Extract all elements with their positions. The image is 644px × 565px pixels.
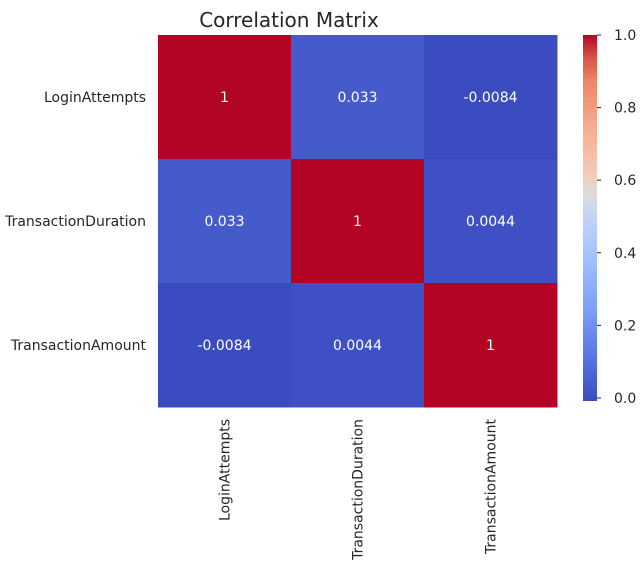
cell-value-label: -0.0084 — [197, 338, 251, 354]
heatmap-cell — [291, 283, 425, 408]
heatmap-cell — [158, 283, 292, 408]
x-tick-label: LoginAttempts — [218, 419, 234, 521]
cell-value-label: -0.0084 — [463, 90, 517, 106]
y-axis-tick-labels: LoginAttempts TransactionDuration Transact… — [4, 90, 146, 354]
heatmap-cells: 1 0.033 -0.0084 0.033 1 0.0044 -0.0084 0.0044 1 — [158, 35, 558, 408]
heatmap-cell — [158, 159, 292, 284]
x-tick-label: TransactionDuration — [351, 419, 367, 561]
y-tick-label: TransactionAmount — [10, 338, 147, 354]
heatmap-cell — [291, 159, 425, 284]
colorbar-tick-label: 0.4 — [614, 246, 636, 262]
cell-value-label: 0.033 — [204, 214, 244, 230]
cell-value-label: 0.033 — [337, 90, 377, 106]
heatmap-cell — [424, 35, 558, 160]
colorbar-ticks: 0.0 0.2 0.4 0.6 0.8 1.0 — [597, 28, 636, 407]
heatmap-cell — [424, 283, 558, 408]
heatmap-cell — [291, 35, 425, 160]
chart-title: Correlation Matrix — [199, 8, 379, 32]
cell-value-label: 0.0044 — [333, 338, 382, 354]
cell-value-label: 1 — [353, 214, 362, 230]
heatmap-cell — [424, 159, 558, 284]
colorbar-tick-label: 0.8 — [614, 101, 636, 117]
cell-value-label: 1 — [486, 338, 495, 354]
colorbar-tick-label: 0.2 — [614, 318, 636, 334]
heatmap-cell — [158, 35, 292, 160]
y-tick-label: TransactionDuration — [4, 214, 146, 230]
colorbar-gradient — [583, 35, 597, 401]
y-tick-label: LoginAttempts — [44, 90, 146, 106]
colorbar-tick-label: 0.0 — [614, 391, 636, 407]
cell-value-label: 1 — [220, 90, 229, 106]
colorbar-tick-label: 0.6 — [614, 173, 636, 189]
colorbar: 0.0 0.2 0.4 0.6 0.8 1.0 — [583, 28, 636, 407]
colorbar-tick-label: 1.0 — [614, 28, 636, 44]
x-tick-label: TransactionAmount — [484, 418, 500, 555]
x-axis-tick-labels: LoginAttempts TransactionDuration Transact… — [218, 418, 500, 560]
cell-value-label: 0.0044 — [466, 214, 515, 230]
